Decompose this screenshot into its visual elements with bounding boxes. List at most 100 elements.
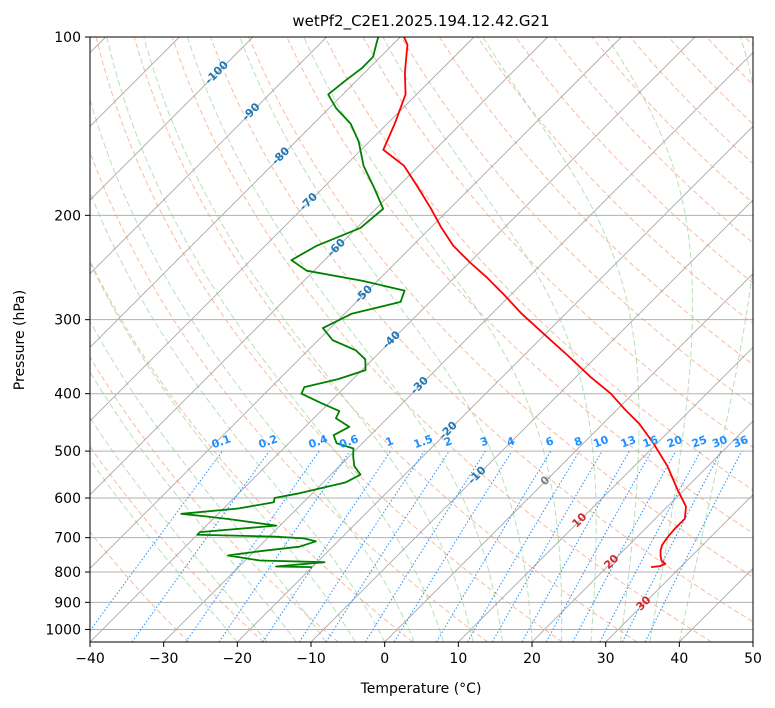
mixing-ratio-line	[644, 450, 743, 642]
isotherm	[90, 37, 622, 569]
x-tick-label: −20	[223, 651, 253, 667]
isotherm-label: -80	[269, 144, 292, 167]
isotherm	[90, 37, 327, 275]
mixing-ratio-line	[467, 450, 580, 642]
dry-adiabat	[668, 37, 753, 125]
dry-adiabat	[400, 37, 753, 407]
y-tick-label: 800	[54, 565, 81, 581]
dry-adiabat	[90, 259, 414, 642]
mixing-ratio-label: 4	[505, 434, 517, 449]
moist-adiabat	[239, 37, 533, 642]
dry-adiabat	[210, 37, 753, 623]
mixing-ratio-label: 1	[384, 434, 396, 449]
mixing-ratio-label: 8	[572, 434, 584, 449]
y-tick-label: 200	[54, 208, 81, 224]
isotherm	[237, 125, 753, 642]
mixing-ratio-label: 6	[544, 434, 556, 449]
plot-background-lines	[90, 37, 753, 642]
isotherm	[384, 273, 753, 642]
moist-adiabat	[90, 371, 297, 642]
mixing-ratio-line	[435, 450, 552, 642]
mixing-ratio-label: 0.4	[307, 432, 330, 451]
isotherm	[90, 37, 696, 642]
isotherm	[163, 52, 753, 642]
mixing-ratio-label: 25	[690, 433, 709, 450]
y-axis-label: Pressure (hPa)	[12, 290, 28, 390]
y-tick-label: 300	[54, 313, 81, 329]
dry-adiabat	[362, 37, 753, 449]
mixing-ratio-label: 1.5	[412, 432, 435, 451]
y-tick-label: 100	[54, 30, 81, 46]
dry-adiabat	[90, 356, 339, 642]
isotherm	[310, 199, 753, 642]
dry-adiabat	[324, 37, 753, 491]
mixing-ratio-line	[621, 450, 722, 642]
y-tick-label: 500	[54, 444, 81, 460]
mixing-ratio-line	[90, 450, 223, 632]
isotherm-label: -50	[352, 282, 375, 305]
moist-adiabat	[90, 190, 386, 642]
line-labels: -100-90-80-70-60-50-40-30-20-10 01020300.…	[202, 58, 750, 613]
isotherm	[458, 346, 753, 642]
x-tick-label: 50	[744, 651, 762, 667]
mixing-ratio-line	[393, 450, 513, 642]
y-tick-label: 400	[54, 387, 81, 403]
dry-adiabat	[706, 37, 753, 86]
dry-adiabat	[95, 37, 563, 642]
x-tick-label: 40	[670, 651, 688, 667]
mixing-ratio-label: 10	[592, 433, 611, 451]
isotherm	[605, 494, 753, 642]
x-tick-label: −30	[149, 651, 179, 667]
mixing-ratio-line	[218, 450, 351, 642]
isotherm	[531, 420, 753, 642]
moist-adiabat	[303, 37, 563, 642]
isotherm-label: -100	[202, 58, 231, 87]
x-tick-label: 20	[523, 651, 541, 667]
moist-adiabat	[382, 37, 597, 642]
mixing-ratio-label: 36	[731, 433, 750, 451]
mixing-ratio-label: 13	[619, 433, 638, 450]
x-tick-label: −40	[75, 651, 105, 667]
isotherm	[90, 37, 548, 496]
isotherm	[90, 37, 475, 422]
dry-adiabat	[591, 37, 753, 204]
axis-ticks: −40 −30 −20 −10 0 10 20 30 40 5010020030040050060…	[45, 30, 762, 667]
isotherm-label: -40	[380, 328, 403, 351]
dry-adiabat	[133, 37, 638, 642]
mixing-ratio-line	[572, 450, 677, 642]
y-tick-label: 900	[54, 595, 81, 611]
moist-adiabat	[606, 37, 694, 642]
dewpoint-profile	[180, 37, 406, 569]
moist-adiabat	[90, 261, 356, 642]
isotherm	[90, 37, 401, 348]
x-tick-label: 30	[597, 651, 615, 667]
x-tick-label: 10	[449, 651, 467, 667]
x-tick-label: −10	[296, 651, 326, 667]
plot-data	[180, 37, 687, 569]
isotherm-label: -10	[465, 463, 488, 486]
isotherm-label: -70	[297, 190, 320, 213]
moist-adiabat	[678, 37, 753, 642]
chart-title: wetPf2_C2E1.2025.194.12.42.G21	[292, 12, 549, 31]
mixing-ratio-line	[298, 450, 425, 642]
y-tick-label: 600	[54, 491, 81, 507]
moist-adiabat	[143, 37, 474, 642]
isotherm-label: 0	[538, 473, 553, 488]
mixing-ratio-line	[545, 450, 653, 642]
dry-adiabat	[90, 531, 190, 642]
mixing-ratio-line	[185, 450, 320, 642]
y-tick-label: 1000	[45, 622, 81, 638]
dry-adiabat	[248, 37, 753, 578]
dry-adiabat	[171, 37, 712, 642]
moist-adiabat	[90, 97, 415, 642]
dry-adiabat	[744, 37, 753, 47]
dry-adiabat	[515, 37, 753, 284]
plot-frame	[89, 36, 754, 643]
mixing-ratio-label: 2	[442, 434, 454, 449]
mixing-ratio-label: 3	[478, 434, 490, 449]
mixing-ratio-label: 0.2	[257, 432, 280, 451]
dry-adiabat	[90, 445, 264, 642]
mixing-ratio-label: 0.1	[210, 432, 233, 451]
mixing-ratio-line	[521, 450, 630, 642]
